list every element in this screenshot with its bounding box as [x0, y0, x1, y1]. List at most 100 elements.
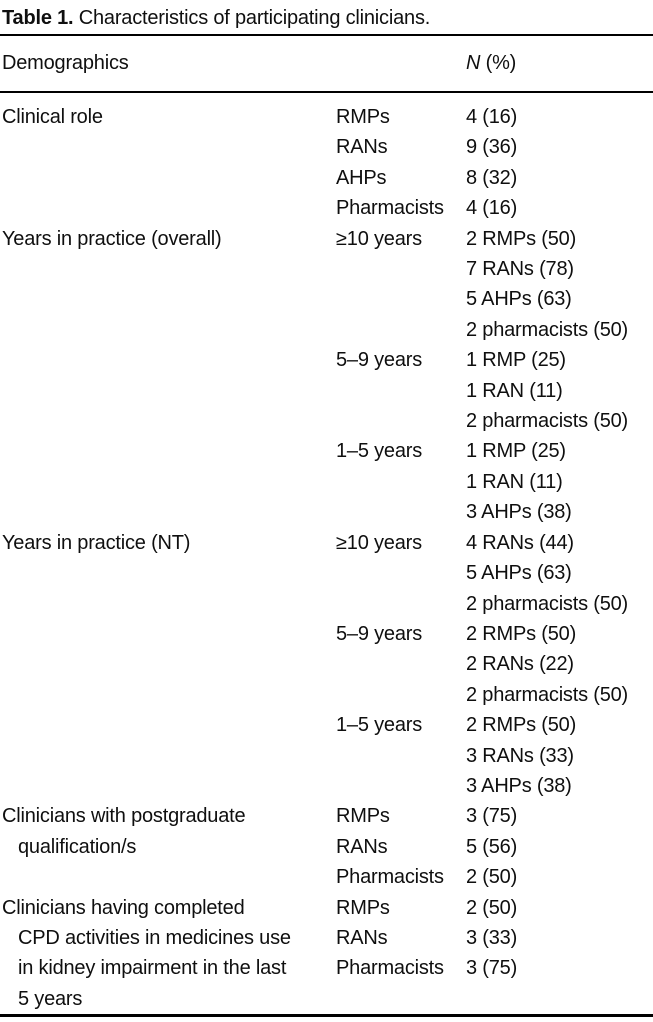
- cell-category: [2, 467, 336, 497]
- cell-subgroup: [336, 771, 466, 801]
- table-row: 5–9 years 1 RMP (25): [0, 345, 653, 375]
- cell-category: [2, 193, 336, 223]
- cell-value: 2 RMPs (50): [466, 227, 577, 250]
- table-row: RANs 9 (36): [0, 132, 653, 162]
- cell-category: [2, 619, 336, 649]
- table-title: Table 1. Characteristics of participatin…: [0, 0, 653, 31]
- cell-subgroup: Pharmacists: [336, 866, 444, 889]
- cell-category: 5 years: [18, 987, 83, 1010]
- cell-category: [2, 376, 336, 406]
- bottom-rule: [0, 1014, 653, 1018]
- cell-category: [2, 163, 336, 193]
- table-row: 3 AHPs (38): [0, 771, 653, 801]
- cell-category: [2, 558, 336, 588]
- cell-value: 1 RMP (25): [466, 440, 566, 463]
- table-row: 2 pharmacists (50): [0, 680, 653, 710]
- cell-category: [2, 680, 336, 710]
- header-demographics: Demographics: [2, 52, 129, 74]
- cell-subgroup: [336, 406, 466, 436]
- cell-subgroup: 5–9 years: [336, 349, 423, 372]
- cell-value: 2 RANs (22): [466, 653, 574, 676]
- cell-value: [466, 984, 653, 1014]
- cell-category: Clinical role: [2, 106, 103, 128]
- cell-category: in kidney impairment in the last: [18, 957, 287, 980]
- cell-category: [2, 771, 336, 801]
- cell-value: 1 RAN (11): [466, 470, 563, 493]
- table-row: 1–5 years 1 RMP (25): [0, 436, 653, 466]
- table-row: qualification/s RANs 5 (56): [0, 832, 653, 862]
- table-row: Clinicians with postgraduate RMPs 3 (75): [0, 801, 653, 831]
- cell-subgroup: RANs: [336, 136, 388, 159]
- cell-value: 2 pharmacists (50): [466, 683, 629, 706]
- cell-subgroup: RMPs: [336, 106, 390, 128]
- top-rule: [0, 34, 653, 36]
- cell-subgroup: 1–5 years: [336, 440, 423, 463]
- table-body: Clinical role RMPs 4 (16) RANs 9 (36) AH…: [0, 93, 653, 1014]
- table-row: 1 RAN (11): [0, 376, 653, 406]
- table-row: 2 pharmacists (50): [0, 315, 653, 345]
- header-rule: [0, 91, 653, 93]
- cell-value: 2 pharmacists (50): [466, 318, 629, 341]
- table-row: 1 RAN (11): [0, 467, 653, 497]
- table-row: Pharmacists 4 (16): [0, 193, 653, 223]
- cell-value: 4 (16): [466, 197, 518, 220]
- cell-category: [2, 862, 336, 892]
- cell-value: 3 (75): [466, 957, 518, 980]
- cell-category: [2, 345, 336, 375]
- table-row: Clinical role RMPs 4 (16): [0, 102, 653, 132]
- cell-value: 8 (32): [466, 166, 518, 189]
- cell-subgroup: [336, 467, 466, 497]
- table-row: 2 pharmacists (50): [0, 589, 653, 619]
- table-row: in kidney impairment in the last Pharmac…: [0, 953, 653, 983]
- cell-value: 3 AHPs (38): [466, 774, 572, 797]
- cell-category: Clinicians having completed: [2, 896, 245, 919]
- cell-value: 5 (56): [466, 835, 518, 858]
- cell-subgroup: Pharmacists: [336, 957, 444, 980]
- cell-value: 2 RMPs (50): [466, 714, 577, 737]
- cell-category: [2, 254, 336, 284]
- table-row: 7 RANs (78): [0, 254, 653, 284]
- table-row: Pharmacists 2 (50): [0, 862, 653, 892]
- table-header: Demographics N (%): [0, 36, 653, 75]
- table-row: Clinicians having completed RMPs 2 (50): [0, 893, 653, 923]
- cell-subgroup: ≥10 years: [336, 531, 422, 554]
- cell-subgroup: ≥10 years: [336, 227, 422, 250]
- table-row: 2 pharmacists (50): [0, 406, 653, 436]
- table-row: 2 RANs (22): [0, 649, 653, 679]
- cell-subgroup: [336, 984, 466, 1014]
- cell-subgroup: [336, 284, 466, 314]
- cell-value: 4 RANs (44): [466, 531, 574, 554]
- cell-category: [2, 436, 336, 466]
- cell-value: 3 (33): [466, 926, 518, 949]
- cell-value: 7 RANs (78): [466, 258, 574, 281]
- header-percent-label: (%): [485, 52, 517, 74]
- cell-value: 2 RMPs (50): [466, 622, 577, 645]
- cell-subgroup: [336, 376, 466, 406]
- cell-category: [2, 741, 336, 771]
- cell-subgroup: [336, 315, 466, 345]
- table-row: 5 AHPs (63): [0, 284, 653, 314]
- cell-value: 3 AHPs (38): [466, 501, 572, 524]
- cell-value: 5 AHPs (63): [466, 288, 572, 311]
- cell-subgroup: RANs: [336, 835, 388, 858]
- table-row: 5–9 years 2 RMPs (50): [0, 619, 653, 649]
- cell-value: 4 (16): [466, 106, 518, 128]
- cell-category: [2, 497, 336, 527]
- cell-category: [2, 132, 336, 162]
- cell-value: 1 RAN (11): [466, 379, 563, 402]
- header-spacer: [336, 51, 466, 75]
- cell-category: [2, 315, 336, 345]
- cell-value: 5 AHPs (63): [466, 562, 572, 585]
- cell-value: 3 (75): [466, 805, 518, 828]
- cell-subgroup: [336, 558, 466, 588]
- table-row: Years in practice (NT) ≥10 years 4 RANs …: [0, 528, 653, 558]
- cell-value: 1 RMP (25): [466, 349, 566, 372]
- cell-category: [2, 710, 336, 740]
- cell-category: [2, 589, 336, 619]
- table-row: 3 RANs (33): [0, 741, 653, 771]
- table-title-label: Table 1.: [2, 7, 74, 29]
- table-row: AHPs 8 (32): [0, 163, 653, 193]
- cell-category: [2, 406, 336, 436]
- cell-subgroup: [336, 589, 466, 619]
